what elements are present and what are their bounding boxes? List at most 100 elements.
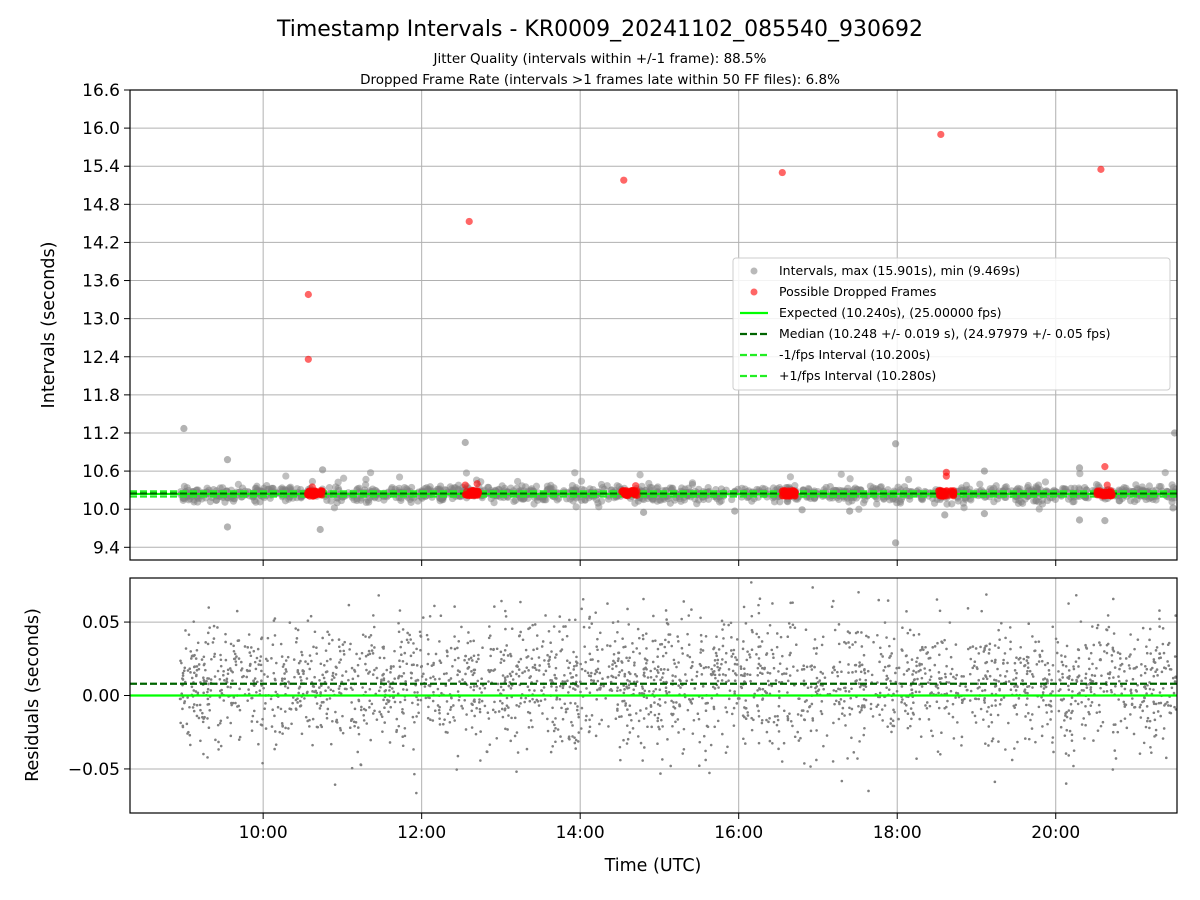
- residual-point: [1051, 690, 1054, 693]
- residual-point: [675, 665, 678, 669]
- interval-point: [572, 503, 580, 511]
- residual-point: [469, 656, 473, 660]
- residual-point: [408, 633, 411, 637]
- residual-point: [760, 666, 764, 670]
- residual-point: [938, 677, 941, 680]
- residual-point: [266, 636, 270, 640]
- dropped-frame-point: [622, 491, 630, 499]
- residual-point: [493, 668, 497, 671]
- residual-point: [902, 673, 906, 676]
- residual-point: [645, 707, 648, 710]
- residual-point: [245, 668, 249, 672]
- residual-point: [766, 679, 770, 683]
- residual-point: [639, 709, 642, 712]
- residual-point: [877, 598, 881, 602]
- residual-point: [259, 663, 263, 667]
- residual-point: [715, 635, 718, 639]
- residual-point: [546, 717, 549, 721]
- residual-point: [862, 697, 866, 701]
- residual-point: [1117, 675, 1120, 678]
- residual-point: [325, 659, 329, 663]
- residual-point: [611, 675, 615, 679]
- residual-point: [445, 672, 448, 675]
- residual-point: [924, 672, 927, 675]
- dropped-frame-point: [304, 290, 312, 299]
- residual-point: [840, 779, 844, 783]
- residual-point: [814, 686, 817, 690]
- residual-point: [439, 614, 443, 618]
- residual-point: [406, 631, 409, 635]
- residual-point: [730, 655, 734, 658]
- residual-point: [288, 707, 291, 711]
- residual-point: [1067, 709, 1071, 712]
- residual-point: [193, 665, 197, 668]
- residual-point: [1025, 659, 1029, 662]
- residual-point: [1083, 737, 1086, 740]
- residual-point: [715, 654, 719, 658]
- residual-point: [213, 675, 217, 678]
- interval-point: [631, 499, 639, 507]
- residual-point: [1064, 714, 1067, 717]
- residual-point: [321, 636, 324, 640]
- interval-point: [252, 498, 260, 506]
- interval-point: [900, 483, 909, 491]
- residual-point: [854, 670, 858, 673]
- residual-point: [716, 658, 720, 662]
- residual-point: [533, 666, 537, 670]
- residual-point: [1037, 660, 1041, 663]
- residual-point: [561, 717, 565, 721]
- residual-point: [503, 649, 507, 652]
- residual-point: [748, 673, 752, 677]
- residual-point: [632, 688, 636, 691]
- residual-point: [260, 637, 263, 641]
- residual-point: [759, 664, 762, 668]
- residual-point: [352, 720, 356, 724]
- residual-point: [206, 717, 209, 720]
- residual-point: [338, 661, 341, 664]
- residual-point: [507, 714, 510, 717]
- residual-point: [702, 734, 706, 738]
- residual-point: [954, 643, 958, 646]
- residual-point: [590, 678, 593, 682]
- residual-point: [499, 692, 502, 695]
- residual-point: [502, 688, 505, 692]
- residual-point: [1040, 695, 1043, 699]
- residual-point: [315, 702, 319, 705]
- x-tick-label: 18:00: [873, 823, 922, 843]
- residual-point: [621, 699, 624, 703]
- residual-point: [1072, 665, 1075, 668]
- residual-point: [383, 706, 386, 709]
- residual-point: [625, 742, 629, 745]
- residual-point: [949, 689, 953, 693]
- residual-point: [188, 705, 191, 709]
- residual-point: [449, 646, 453, 650]
- residual-point: [1148, 719, 1152, 723]
- residual-point: [191, 706, 195, 709]
- residual-point: [508, 672, 512, 676]
- residual-point: [757, 603, 760, 607]
- residual-point: [816, 681, 820, 684]
- residual-point: [756, 673, 760, 677]
- residual-point: [1051, 625, 1055, 629]
- residual-point: [682, 727, 686, 731]
- dropped-frame-point: [941, 491, 949, 499]
- residual-point: [678, 704, 682, 708]
- residual-point: [750, 648, 754, 652]
- residual-point: [1169, 704, 1173, 708]
- residual-point: [978, 685, 981, 689]
- residual-point: [1162, 651, 1166, 655]
- residual-point: [212, 655, 216, 658]
- residual-point: [304, 660, 307, 663]
- residual-point: [312, 645, 315, 649]
- residual-point: [571, 724, 574, 727]
- residual-point: [584, 718, 588, 722]
- dropped-frame-point: [942, 472, 950, 480]
- residual-point: [1026, 666, 1030, 669]
- residual-point: [612, 653, 616, 656]
- residual-point: [656, 655, 659, 658]
- residual-point: [453, 647, 457, 651]
- residual-point: [800, 668, 804, 671]
- residual-point: [940, 731, 943, 735]
- residual-point: [1129, 688, 1133, 692]
- residual-point: [954, 677, 957, 680]
